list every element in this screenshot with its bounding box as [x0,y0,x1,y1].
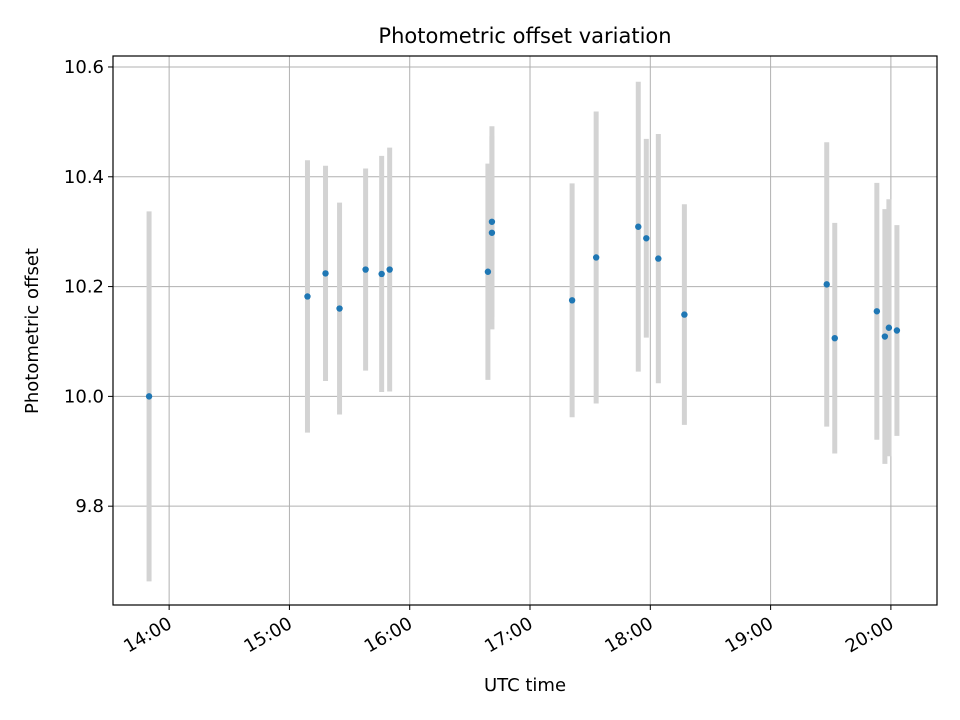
data-point [386,266,393,273]
grid [113,56,937,605]
data-point [484,268,492,275]
data-point [681,311,688,318]
data-point [336,305,343,312]
data-point [635,223,642,230]
data-point [304,293,311,300]
data-point [881,333,889,340]
y-tick-label: 9.8 [75,496,104,517]
data-point [592,254,600,261]
x-axis-label: UTC time [484,675,566,696]
data-points [145,218,901,400]
y-tick-label: 10.2 [64,277,104,298]
y-tick-label: 10.6 [64,57,104,78]
data-point [655,255,662,262]
data-point [831,334,838,342]
data-point [885,324,893,331]
y-axis-label: Photometric offset [22,248,43,414]
data-point [488,218,496,225]
data-point [893,327,901,334]
data-point [145,393,153,400]
data-point [488,229,496,236]
data-point [362,266,369,273]
chart-title: Photometric offset variation [378,24,671,48]
plot-frame [112,55,938,606]
data-point [568,297,576,304]
data-point [873,308,881,315]
data-point [378,270,385,278]
y-tick-label: 10.4 [64,167,104,188]
data-point [322,270,329,277]
y-tick-label: 10.0 [64,386,104,407]
y-axis-ticks: 9.8 10.0 10.2 10.4 10.6 [64,57,113,517]
data-point [823,281,830,288]
data-point [643,235,650,242]
